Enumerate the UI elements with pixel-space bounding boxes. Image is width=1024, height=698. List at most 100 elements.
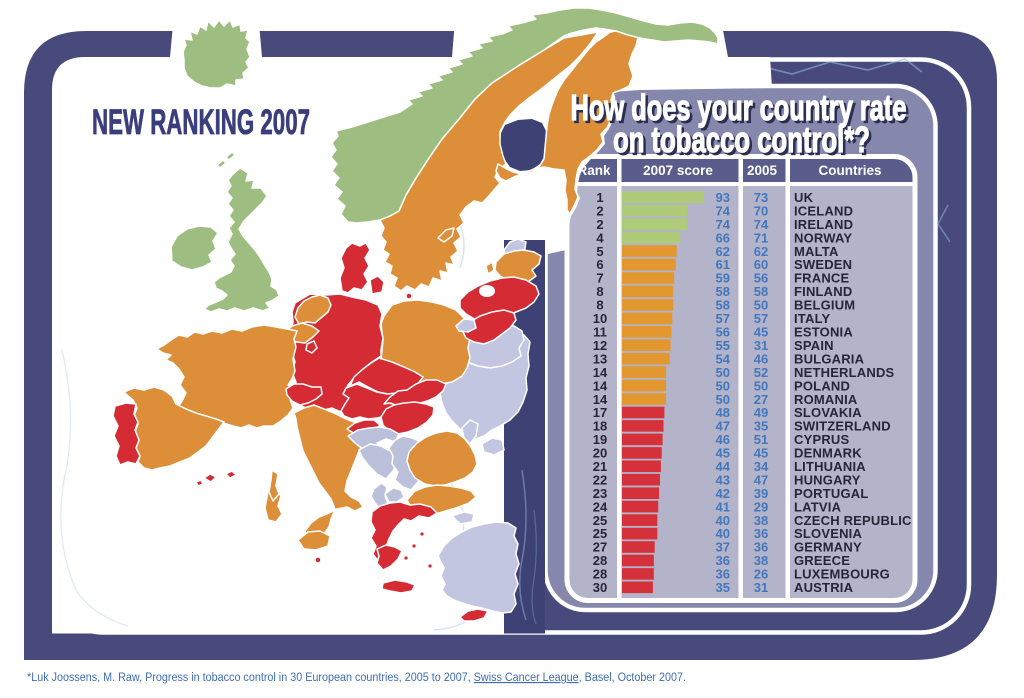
svg-text:62: 62 [716, 244, 730, 259]
svg-text:ROMANIA: ROMANIA [794, 392, 858, 407]
svg-text:52: 52 [754, 365, 768, 380]
svg-text:Rank: Rank [577, 163, 611, 178]
svg-text:8: 8 [596, 284, 603, 299]
svg-text:How does your country rate: How does your country rate [573, 90, 909, 131]
svg-text:93: 93 [716, 190, 730, 205]
svg-text:58: 58 [716, 298, 730, 313]
svg-text:21: 21 [593, 459, 607, 474]
svg-text:35: 35 [716, 580, 730, 595]
svg-text:MALTA: MALTA [794, 244, 839, 259]
svg-text:25: 25 [593, 526, 607, 541]
svg-text:2007 score: 2007 score [643, 163, 713, 178]
svg-text:LITHUANIA: LITHUANIA [794, 459, 866, 474]
svg-text:24: 24 [593, 499, 608, 514]
svg-text:49: 49 [754, 405, 768, 420]
svg-text:4: 4 [596, 230, 604, 245]
svg-text:10: 10 [593, 311, 607, 326]
svg-text:39: 39 [754, 486, 768, 501]
svg-text:36: 36 [716, 553, 730, 568]
svg-text:PORTUGAL: PORTUGAL [794, 486, 869, 501]
svg-text:*Luk Joossens, M. Raw, Progres: *Luk Joossens, M. Raw, Progress in tobac… [27, 672, 686, 684]
svg-text:70: 70 [754, 203, 768, 218]
svg-text:50: 50 [754, 378, 768, 393]
svg-text:19: 19 [593, 432, 607, 447]
svg-text:38: 38 [754, 553, 768, 568]
svg-text:NORWAY: NORWAY [794, 230, 852, 245]
svg-text:ICELAND: ICELAND [794, 203, 853, 218]
svg-text:1: 1 [596, 190, 603, 205]
svg-text:DENMARK: DENMARK [794, 446, 862, 461]
svg-text:46: 46 [754, 351, 768, 366]
svg-text:74: 74 [716, 217, 731, 232]
svg-text:40: 40 [716, 526, 730, 541]
svg-text:54: 54 [716, 351, 731, 366]
svg-text:45: 45 [716, 446, 730, 461]
svg-text:47: 47 [754, 472, 768, 487]
svg-text:5: 5 [596, 244, 603, 259]
svg-text:2: 2 [596, 217, 603, 232]
svg-text:48: 48 [716, 405, 730, 420]
svg-text:59: 59 [716, 271, 730, 286]
svg-text:Countries: Countries [818, 163, 881, 178]
svg-text:74: 74 [716, 203, 731, 218]
svg-text:50: 50 [716, 392, 730, 407]
svg-text:26: 26 [754, 567, 768, 582]
svg-text:22: 22 [593, 472, 607, 487]
svg-text:41: 41 [716, 499, 730, 514]
svg-text:CYPRUS: CYPRUS [794, 432, 850, 447]
svg-text:56: 56 [716, 325, 730, 340]
svg-text:20: 20 [593, 446, 607, 461]
svg-text:POLAND: POLAND [794, 378, 850, 393]
svg-text:47: 47 [716, 419, 730, 434]
svg-text:6: 6 [596, 257, 603, 272]
svg-text:GERMANY: GERMANY [794, 540, 862, 555]
svg-text:SPAIN: SPAIN [794, 338, 834, 353]
svg-text:2: 2 [596, 203, 603, 218]
svg-text:35: 35 [754, 419, 768, 434]
svg-text:27: 27 [593, 540, 607, 555]
svg-text:61: 61 [716, 257, 730, 272]
svg-text:14: 14 [593, 365, 608, 380]
svg-text:LATVIA: LATVIA [794, 499, 842, 514]
svg-text:73: 73 [754, 190, 768, 205]
svg-text:28: 28 [593, 553, 607, 568]
svg-text:BELGIUM: BELGIUM [794, 298, 855, 313]
svg-text:56: 56 [754, 271, 768, 286]
svg-text:71: 71 [754, 230, 768, 245]
svg-text:29: 29 [754, 499, 768, 514]
svg-text:ESTONIA: ESTONIA [794, 325, 853, 340]
svg-text:36: 36 [754, 540, 768, 555]
svg-text:18: 18 [593, 419, 607, 434]
svg-text:31: 31 [754, 338, 768, 353]
svg-text:58: 58 [716, 284, 730, 299]
svg-text:NEW RANKING 2007: NEW RANKING 2007 [92, 103, 310, 142]
svg-text:43: 43 [716, 472, 730, 487]
svg-text:50: 50 [754, 298, 768, 313]
svg-text:45: 45 [754, 446, 768, 461]
svg-text:36: 36 [754, 526, 768, 541]
svg-text:ITALY: ITALY [794, 311, 831, 326]
svg-text:IRELAND: IRELAND [794, 217, 853, 232]
svg-text:14: 14 [593, 378, 608, 393]
svg-text:51: 51 [754, 432, 768, 447]
svg-text:FINLAND: FINLAND [794, 284, 852, 299]
svg-text:LUXEMBOURG: LUXEMBOURG [794, 567, 890, 582]
svg-text:GREECE: GREECE [794, 553, 850, 568]
svg-text:HUNGARY: HUNGARY [794, 472, 861, 487]
svg-text:13: 13 [593, 351, 607, 366]
svg-text:8: 8 [596, 298, 603, 313]
svg-text:42: 42 [716, 486, 730, 501]
svg-text:66: 66 [716, 230, 730, 245]
svg-text:46: 46 [716, 432, 730, 447]
svg-text:57: 57 [754, 311, 768, 326]
svg-text:50: 50 [716, 378, 730, 393]
svg-text:14: 14 [593, 392, 608, 407]
svg-text:28: 28 [593, 567, 607, 582]
svg-text:27: 27 [754, 392, 768, 407]
svg-text:50: 50 [716, 365, 730, 380]
svg-text:CZECH REPUBLIC: CZECH REPUBLIC [794, 513, 912, 528]
svg-text:44: 44 [716, 459, 731, 474]
svg-text:36: 36 [716, 567, 730, 582]
svg-text:12: 12 [593, 338, 607, 353]
svg-text:SLOVAKIA: SLOVAKIA [794, 405, 862, 420]
